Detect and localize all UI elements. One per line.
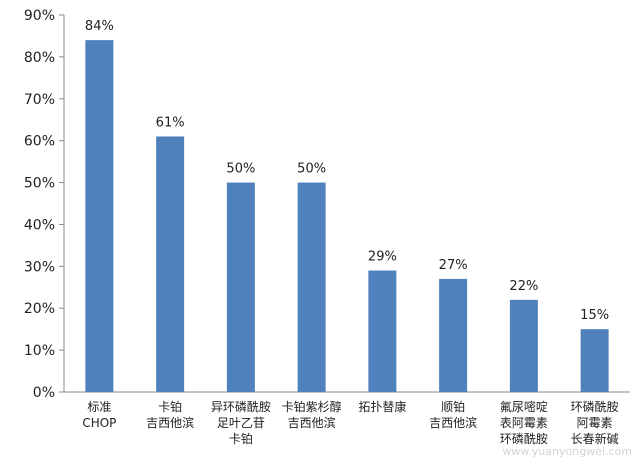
bar xyxy=(297,182,326,392)
x-tick-label: 标准 xyxy=(87,400,111,414)
y-tick-label: 70% xyxy=(24,92,55,108)
bar xyxy=(368,270,397,392)
y-tick-label: 60% xyxy=(24,134,55,150)
x-tick-label: 阿霉素 xyxy=(577,416,613,430)
x-tick-label: 卡铂 xyxy=(158,399,182,414)
bar-group xyxy=(85,40,609,393)
bar xyxy=(156,136,185,392)
x-tick-label: 足叶乙苷 xyxy=(217,416,265,430)
x-tick-label: 环磷酰胺 xyxy=(500,431,548,446)
x-tick-label: 吉西他滨 xyxy=(429,415,477,430)
data-label-group: 84% 61% 50% 50% 29% 27% 22% 15% xyxy=(85,19,609,323)
x-tick-label: 长春新碱 xyxy=(571,431,619,446)
y-tick-label: 10% xyxy=(24,343,55,359)
x-tick-label: 环磷酰胺 xyxy=(571,399,619,414)
data-label: 50% xyxy=(226,162,255,177)
x-tick-label: 异环磷酰胺 xyxy=(211,399,271,414)
data-label: 27% xyxy=(439,258,468,273)
x-tick-label: 表阿霉素 xyxy=(500,416,548,430)
x-tick-label: 氟尿嘧啶 xyxy=(500,400,548,414)
y-tick-label: 80% xyxy=(24,50,55,66)
bar xyxy=(226,182,255,392)
x-tick-label: CHOP xyxy=(82,416,116,430)
x-tick-label: 吉西他滨 xyxy=(146,415,194,430)
data-label: 61% xyxy=(156,115,185,130)
bar xyxy=(580,329,609,392)
y-tick-label: 90% xyxy=(24,8,55,24)
bar xyxy=(439,278,468,392)
y-tick-label: 40% xyxy=(24,217,55,233)
y-tick-label: 20% xyxy=(24,301,55,317)
y-tick-label: 30% xyxy=(24,259,55,275)
x-tick-label: 顺铂 xyxy=(441,399,465,414)
y-tick-group: 0% 10% 20% 30% 40% 50% 60% 70% 80% 90% xyxy=(24,8,64,401)
x-tick-label: 卡铂 xyxy=(229,431,253,446)
y-tick-label: 50% xyxy=(24,176,55,192)
x-tick-label: 吉西他滨 xyxy=(288,415,336,430)
data-label: 22% xyxy=(509,279,538,294)
x-tick-label: 拓扑替康 xyxy=(358,399,406,414)
x-tick-label: 卡铂紫杉醇 xyxy=(282,399,342,414)
y-tick-label: 0% xyxy=(33,385,55,401)
data-label: 15% xyxy=(580,308,609,323)
data-label: 29% xyxy=(368,250,397,265)
data-label: 50% xyxy=(297,162,326,177)
bar xyxy=(85,40,114,393)
bar xyxy=(509,299,538,392)
data-label: 84% xyxy=(85,19,114,34)
watermark: www.yuanyongwei.com xyxy=(502,445,632,458)
